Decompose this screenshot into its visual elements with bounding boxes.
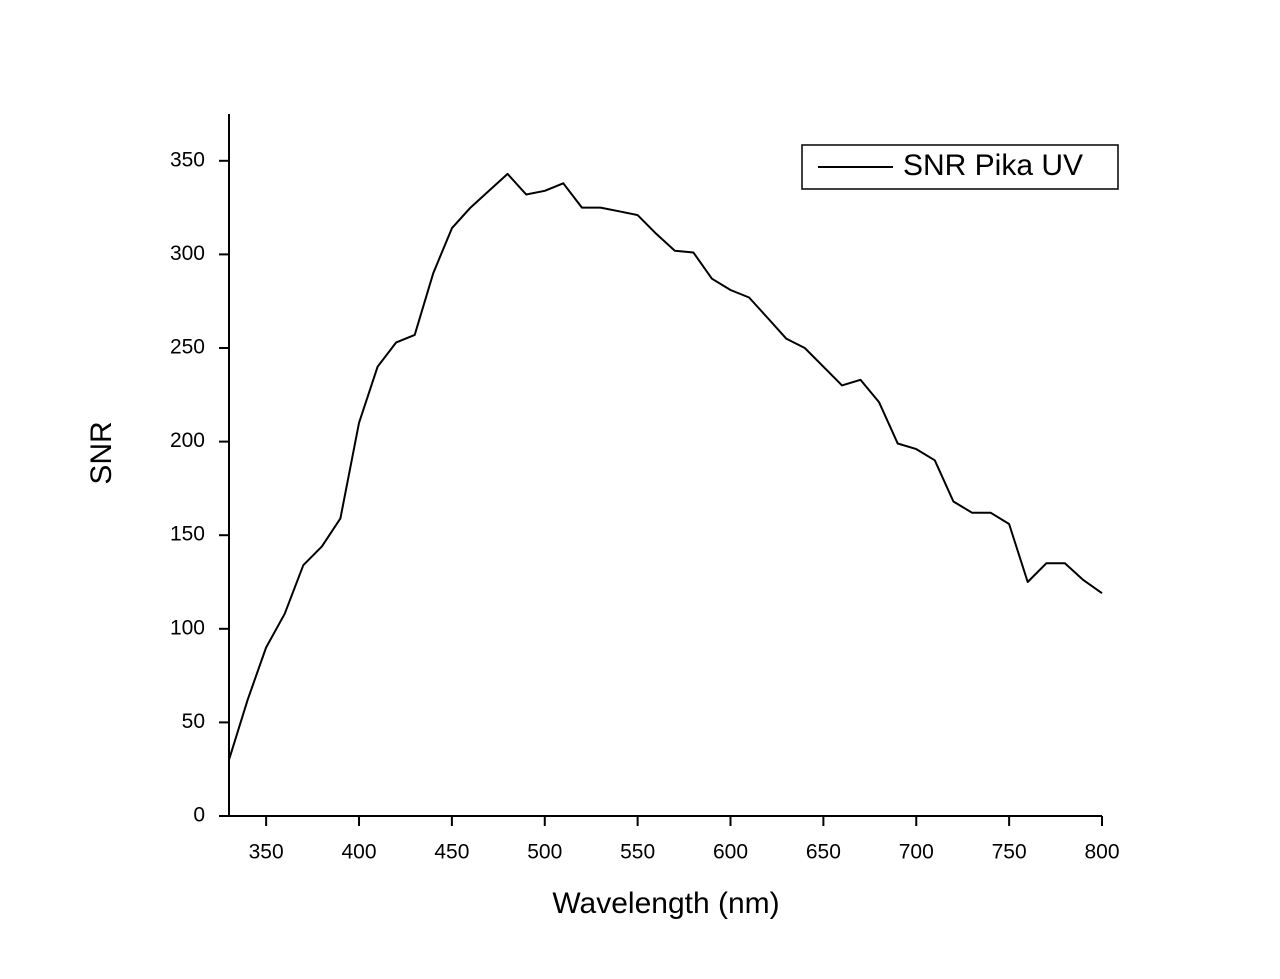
y-tick-label: 300: [170, 242, 205, 265]
y-tick-label: 100: [170, 616, 205, 639]
x-tick-label: 500: [527, 841, 562, 864]
y-tick-label: 350: [170, 148, 205, 171]
y-tick-label: 250: [170, 336, 205, 359]
x-tick-label: 400: [341, 841, 376, 864]
x-tick-label: 750: [992, 841, 1027, 864]
x-tick-label: 450: [434, 841, 469, 864]
x-tick-label: 350: [249, 841, 284, 864]
y-tick-label: 50: [182, 710, 205, 733]
legend-text: SNR Pika UV: [903, 149, 1083, 182]
y-tick-label: 150: [170, 523, 205, 546]
x-tick-label: 650: [806, 841, 841, 864]
x-axis-label: Wavelength (nm): [552, 887, 779, 920]
x-tick-label: 800: [1084, 841, 1119, 864]
x-tick-label: 700: [899, 841, 934, 864]
x-tick-label: 600: [713, 841, 748, 864]
y-tick-label: 200: [170, 429, 205, 452]
x-tick-label: 550: [620, 841, 655, 864]
y-tick-label: 0: [193, 804, 205, 827]
y-axis-label: SNR: [85, 421, 118, 484]
series-line: [228, 172, 1103, 761]
